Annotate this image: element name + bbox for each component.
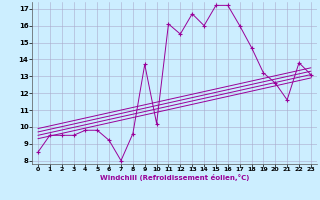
X-axis label: Windchill (Refroidissement éolien,°C): Windchill (Refroidissement éolien,°C) bbox=[100, 174, 249, 181]
